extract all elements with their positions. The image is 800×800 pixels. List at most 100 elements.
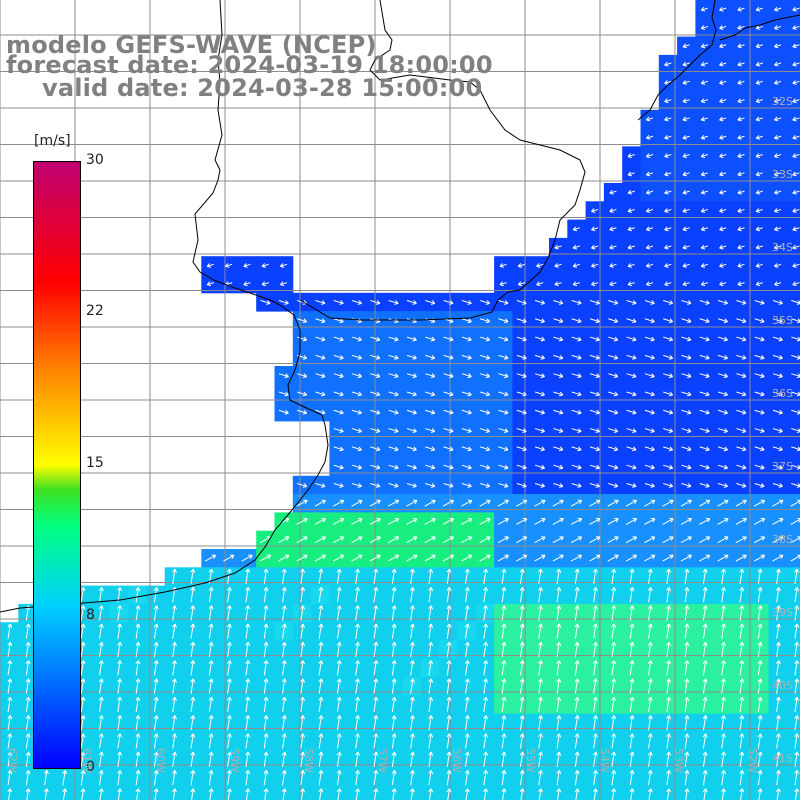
wind-arrow (792, 244, 800, 250)
wind-arrow (98, 788, 104, 800)
wind-arrow (700, 116, 709, 122)
wind-cell (786, 292, 800, 312)
wind-arrow (721, 678, 726, 694)
wind-arrow (443, 391, 454, 397)
wind-arrow (278, 554, 290, 562)
wind-arrow (117, 660, 123, 676)
wind-arrow (629, 660, 635, 676)
wind-arrow (591, 281, 599, 287)
wind-arrow (721, 751, 726, 767)
wind-arrow (556, 568, 562, 584)
wind-arrow (464, 751, 470, 767)
wind-arrow (446, 770, 452, 786)
wind-cell (786, 420, 800, 440)
wind-arrow (245, 568, 251, 584)
wind-arrow (479, 554, 491, 562)
wind-arrow (516, 518, 528, 525)
wind-arrow (757, 733, 763, 749)
wind-arrow (571, 409, 582, 415)
wind-arrow (7, 733, 13, 749)
wind-arrow (226, 715, 232, 731)
wind-arrow (553, 318, 564, 324)
wind-arrow (608, 482, 619, 488)
wind-arrow (647, 623, 653, 639)
wind-arrow (443, 482, 454, 488)
wind-arrow (682, 263, 690, 268)
wind-arrow (464, 678, 470, 694)
wind-arrow (369, 499, 381, 507)
wind-arrow (736, 318, 747, 324)
wind-arrow (409, 678, 415, 694)
wind-arrow (609, 226, 617, 232)
wind-arrow (552, 536, 564, 544)
wind-arrow (645, 189, 654, 195)
wind-arrow (461, 391, 472, 397)
wind-arrow (406, 464, 417, 470)
wind-arrow (666, 696, 672, 713)
wind-arrow (589, 391, 600, 397)
wind-arrow (516, 318, 527, 324)
wind-arrow (792, 208, 800, 213)
wind-arrow (589, 482, 600, 488)
wind-arrow (519, 770, 525, 786)
wind-arrow (391, 733, 397, 749)
wind-arrow (774, 25, 782, 30)
wind-arrow (684, 605, 690, 621)
wind-cell (786, 512, 800, 532)
wind-arrow (424, 499, 436, 507)
wind-arrow (428, 751, 434, 767)
wind-arrow (682, 281, 690, 287)
wind-arrow (370, 446, 381, 452)
wind-arrow (425, 428, 436, 433)
wind-arrow (571, 373, 582, 379)
wind-arrow (700, 61, 709, 67)
wind-arrow (318, 733, 324, 749)
wind-arrow (536, 281, 544, 287)
wind-arrow (627, 244, 635, 250)
wind-arrow (647, 605, 653, 621)
wind-arrow (719, 171, 727, 177)
wind-arrow (700, 80, 709, 85)
wind-arrow (443, 354, 454, 360)
wind-arrow (534, 354, 545, 360)
wind-arrow (373, 568, 379, 584)
wind-arrow (589, 499, 601, 507)
wind-arrow (592, 751, 598, 767)
wind-arrow (755, 25, 763, 30)
wind-arrow (263, 715, 269, 731)
wind-arrow (442, 518, 455, 525)
wind-arrow (98, 605, 104, 621)
wind-arrow (318, 641, 324, 658)
wind-arrow (774, 189, 782, 195)
wind-arrow (591, 244, 599, 250)
colorbar-tick-30: 30 (86, 152, 104, 168)
wind-arrow (190, 733, 196, 749)
wind-arrow (464, 733, 470, 749)
wind-arrow (644, 428, 655, 433)
wind-arrow (792, 98, 800, 104)
wind-arrow (737, 98, 745, 104)
wind-arrow (684, 715, 690, 731)
wind-arrow (300, 788, 306, 800)
wind-arrow (592, 770, 598, 786)
wind-arrow (391, 605, 397, 621)
wind-arrow (699, 318, 710, 324)
wind-arrow (681, 299, 692, 305)
wind-arrow (702, 678, 708, 694)
wind-arrow (736, 464, 747, 470)
wind-arrow (699, 554, 711, 562)
wind-arrow (245, 587, 251, 603)
wind-arrow (574, 696, 580, 713)
wind-arrow (662, 499, 674, 507)
wind-arrow (464, 715, 470, 731)
lon-label: 62W (6, 748, 19, 773)
wind-arrow (7, 641, 13, 658)
lat-label: 35S (772, 314, 793, 327)
wind-arrow (755, 116, 763, 122)
wind-arrow (737, 244, 745, 250)
wind-arrow (483, 733, 489, 749)
wind-arrow (333, 336, 344, 342)
wind-arrow (388, 428, 399, 433)
wind-arrow (736, 482, 747, 488)
wind-arrow (534, 464, 545, 470)
